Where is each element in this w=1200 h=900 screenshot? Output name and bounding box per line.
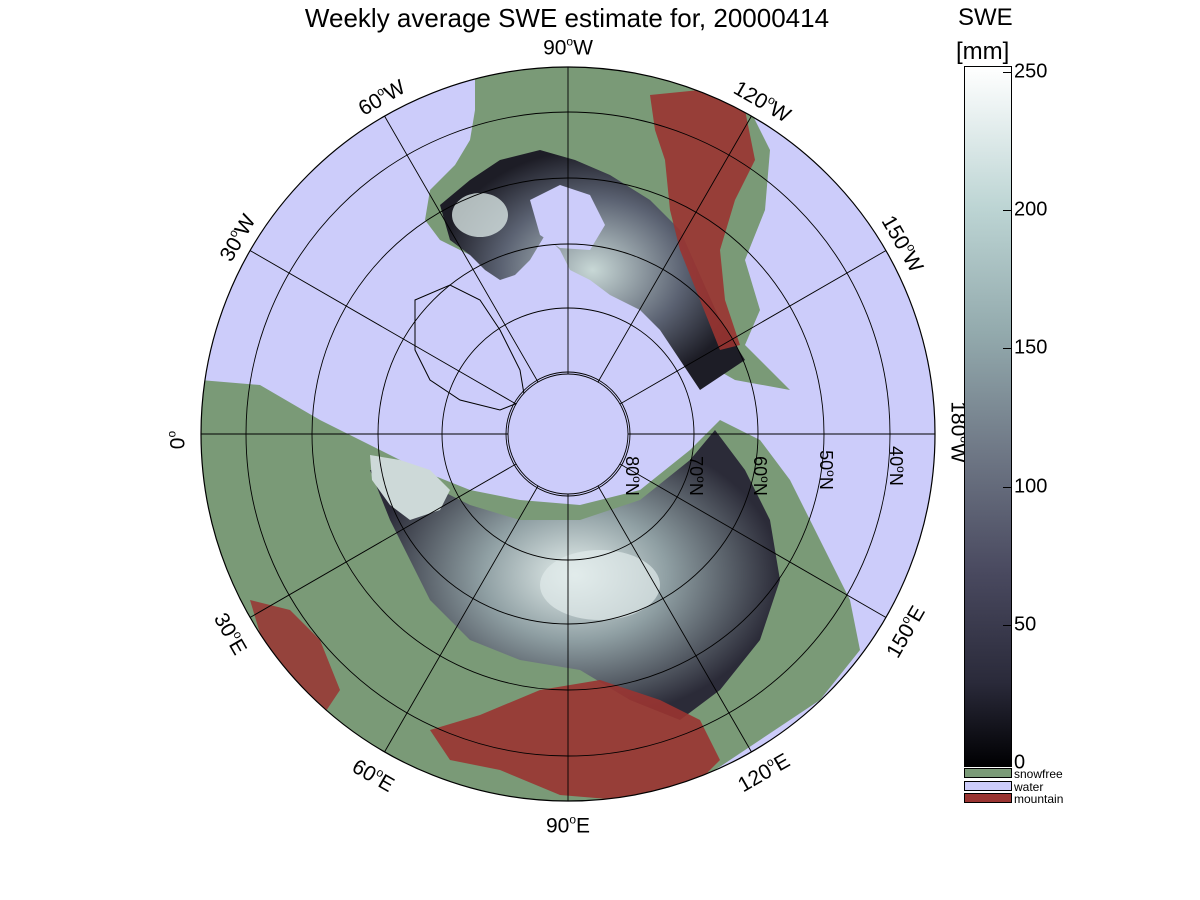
eurasia-mountains-south xyxy=(430,680,720,800)
lat-label-40n: 40oN xyxy=(886,446,908,486)
colorbar-tick-150: 150 xyxy=(1014,336,1048,359)
colorbar-title: SWE xyxy=(958,4,1013,31)
north-america-snow xyxy=(440,150,745,390)
lat-label-50n: 50oN xyxy=(816,450,838,490)
colorbar-tick-0: 0 xyxy=(1014,751,1026,774)
eurasia-snow-peak xyxy=(540,550,660,620)
colorbar-unit: [mm] xyxy=(956,38,1010,65)
lat-label-80n: 80oN xyxy=(622,456,644,496)
legend-label-snowfree: snowfree xyxy=(1014,767,1063,781)
eurasia-mountains-west xyxy=(250,600,340,720)
colorbar-tickmark xyxy=(1003,72,1012,73)
legend-label-water: water xyxy=(1014,780,1044,794)
colorbar-tick-50: 50 xyxy=(1014,613,1037,636)
lon-label-0: 0o xyxy=(164,430,190,450)
lat-label-70n: 70oN xyxy=(686,456,708,496)
colorbar-tickmark xyxy=(1003,210,1012,211)
colorbar xyxy=(964,66,1012,767)
colorbar-tick-100: 100 xyxy=(1014,475,1048,498)
colorbar-tickmark xyxy=(1003,348,1012,349)
colorbar-tickmark xyxy=(1003,487,1012,488)
colorbar-tick-250: 250 xyxy=(1014,60,1048,83)
graticule xyxy=(200,66,936,802)
north-america-snow-peak xyxy=(452,193,508,237)
pole-cap xyxy=(507,373,629,495)
legend-label-mountain: mountain xyxy=(1014,792,1064,806)
legend-swatch-snowfree xyxy=(964,768,1012,778)
lon-label-90w: 90oW xyxy=(543,34,593,60)
map-title: Weekly average SWE estimate for, 2000041… xyxy=(304,3,830,33)
scandinavia-snow xyxy=(370,455,450,520)
legend-swatch-water xyxy=(964,781,1012,791)
colorbar-tick-200: 200 xyxy=(1014,198,1048,221)
hudson-bay xyxy=(530,185,605,250)
legend-swatch-mountain xyxy=(964,793,1012,803)
colorbar-tickmark xyxy=(1003,625,1012,626)
lat-label-60n: 60oN xyxy=(750,456,772,496)
lon-label-90e: 90oE xyxy=(545,812,591,838)
